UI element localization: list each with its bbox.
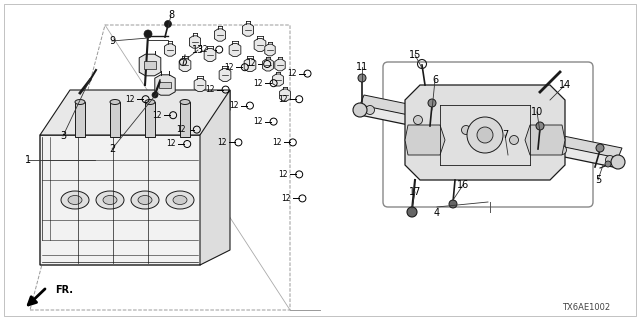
Text: 12: 12	[253, 79, 262, 88]
Circle shape	[605, 161, 611, 167]
Polygon shape	[405, 125, 445, 155]
Ellipse shape	[110, 100, 120, 105]
Text: 11: 11	[356, 62, 368, 72]
Text: 12: 12	[278, 170, 288, 179]
Circle shape	[449, 200, 457, 208]
Text: 17: 17	[409, 187, 421, 197]
Text: 12: 12	[152, 111, 162, 120]
Text: TX6AE1002: TX6AE1002	[562, 303, 610, 312]
Circle shape	[536, 122, 544, 130]
Text: 2: 2	[109, 144, 115, 154]
Text: 12: 12	[166, 140, 176, 148]
Circle shape	[365, 106, 374, 115]
Ellipse shape	[68, 196, 82, 204]
Text: 12: 12	[176, 125, 186, 134]
Text: 3: 3	[60, 131, 66, 141]
Bar	[145, 102, 155, 137]
Ellipse shape	[173, 196, 187, 204]
Circle shape	[596, 144, 604, 152]
Polygon shape	[204, 49, 216, 61]
Circle shape	[164, 20, 172, 28]
Circle shape	[152, 92, 158, 98]
Text: FR.: FR.	[55, 285, 73, 295]
Circle shape	[144, 30, 152, 38]
Polygon shape	[164, 44, 175, 56]
Ellipse shape	[131, 191, 159, 209]
Polygon shape	[140, 54, 161, 76]
Ellipse shape	[103, 196, 117, 204]
Polygon shape	[280, 89, 291, 101]
Bar	[180, 102, 190, 137]
Polygon shape	[200, 90, 230, 265]
Text: 15: 15	[409, 50, 421, 60]
Polygon shape	[525, 125, 565, 155]
Text: 12: 12	[198, 45, 208, 54]
Polygon shape	[40, 135, 215, 265]
Text: 12: 12	[278, 95, 288, 104]
Circle shape	[467, 117, 503, 153]
Polygon shape	[265, 44, 275, 56]
Text: 10: 10	[531, 107, 543, 117]
Polygon shape	[179, 59, 191, 71]
Polygon shape	[214, 29, 225, 41]
Ellipse shape	[61, 191, 89, 209]
Text: 12: 12	[205, 85, 214, 94]
Text: 7: 7	[502, 130, 508, 140]
Polygon shape	[40, 90, 230, 135]
Bar	[75, 102, 85, 137]
Text: 12: 12	[272, 138, 282, 147]
Text: 4: 4	[434, 208, 440, 218]
Text: 6: 6	[432, 75, 438, 85]
Text: 12: 12	[218, 138, 227, 147]
Circle shape	[477, 127, 493, 143]
Polygon shape	[229, 44, 241, 57]
Circle shape	[358, 74, 366, 82]
Ellipse shape	[138, 196, 152, 204]
Ellipse shape	[75, 100, 85, 105]
Ellipse shape	[166, 191, 194, 209]
Circle shape	[353, 103, 367, 117]
Text: 12: 12	[125, 95, 134, 104]
Polygon shape	[189, 36, 200, 48]
Text: 12: 12	[287, 69, 296, 78]
Polygon shape	[194, 78, 206, 92]
Text: 1: 1	[25, 155, 31, 165]
Polygon shape	[275, 59, 285, 71]
Polygon shape	[273, 74, 284, 86]
Polygon shape	[262, 59, 273, 71]
Text: 12: 12	[229, 101, 239, 110]
Ellipse shape	[180, 100, 190, 105]
Text: 12: 12	[224, 63, 234, 72]
Text: 5: 5	[595, 175, 601, 185]
Circle shape	[407, 207, 417, 217]
Text: 12: 12	[253, 117, 262, 126]
Polygon shape	[219, 68, 231, 82]
Text: 16: 16	[457, 180, 469, 190]
Ellipse shape	[96, 191, 124, 209]
Circle shape	[557, 146, 566, 155]
Text: 13: 13	[192, 45, 204, 55]
Polygon shape	[155, 75, 175, 95]
Polygon shape	[254, 38, 266, 52]
Text: 12: 12	[282, 194, 291, 203]
Text: 8: 8	[168, 10, 174, 20]
Circle shape	[509, 135, 518, 145]
Polygon shape	[243, 24, 253, 36]
Circle shape	[611, 155, 625, 169]
Circle shape	[461, 125, 470, 134]
Polygon shape	[244, 59, 256, 71]
Polygon shape	[360, 105, 622, 168]
Polygon shape	[159, 82, 171, 88]
Ellipse shape	[145, 100, 155, 105]
Circle shape	[413, 116, 422, 124]
Bar	[110, 102, 120, 137]
Polygon shape	[405, 85, 565, 180]
Circle shape	[428, 99, 436, 107]
Circle shape	[605, 156, 614, 164]
Polygon shape	[144, 61, 156, 68]
Text: 9: 9	[109, 36, 115, 46]
Text: 12: 12	[246, 60, 256, 68]
Polygon shape	[360, 95, 622, 158]
Text: 14: 14	[559, 80, 571, 90]
